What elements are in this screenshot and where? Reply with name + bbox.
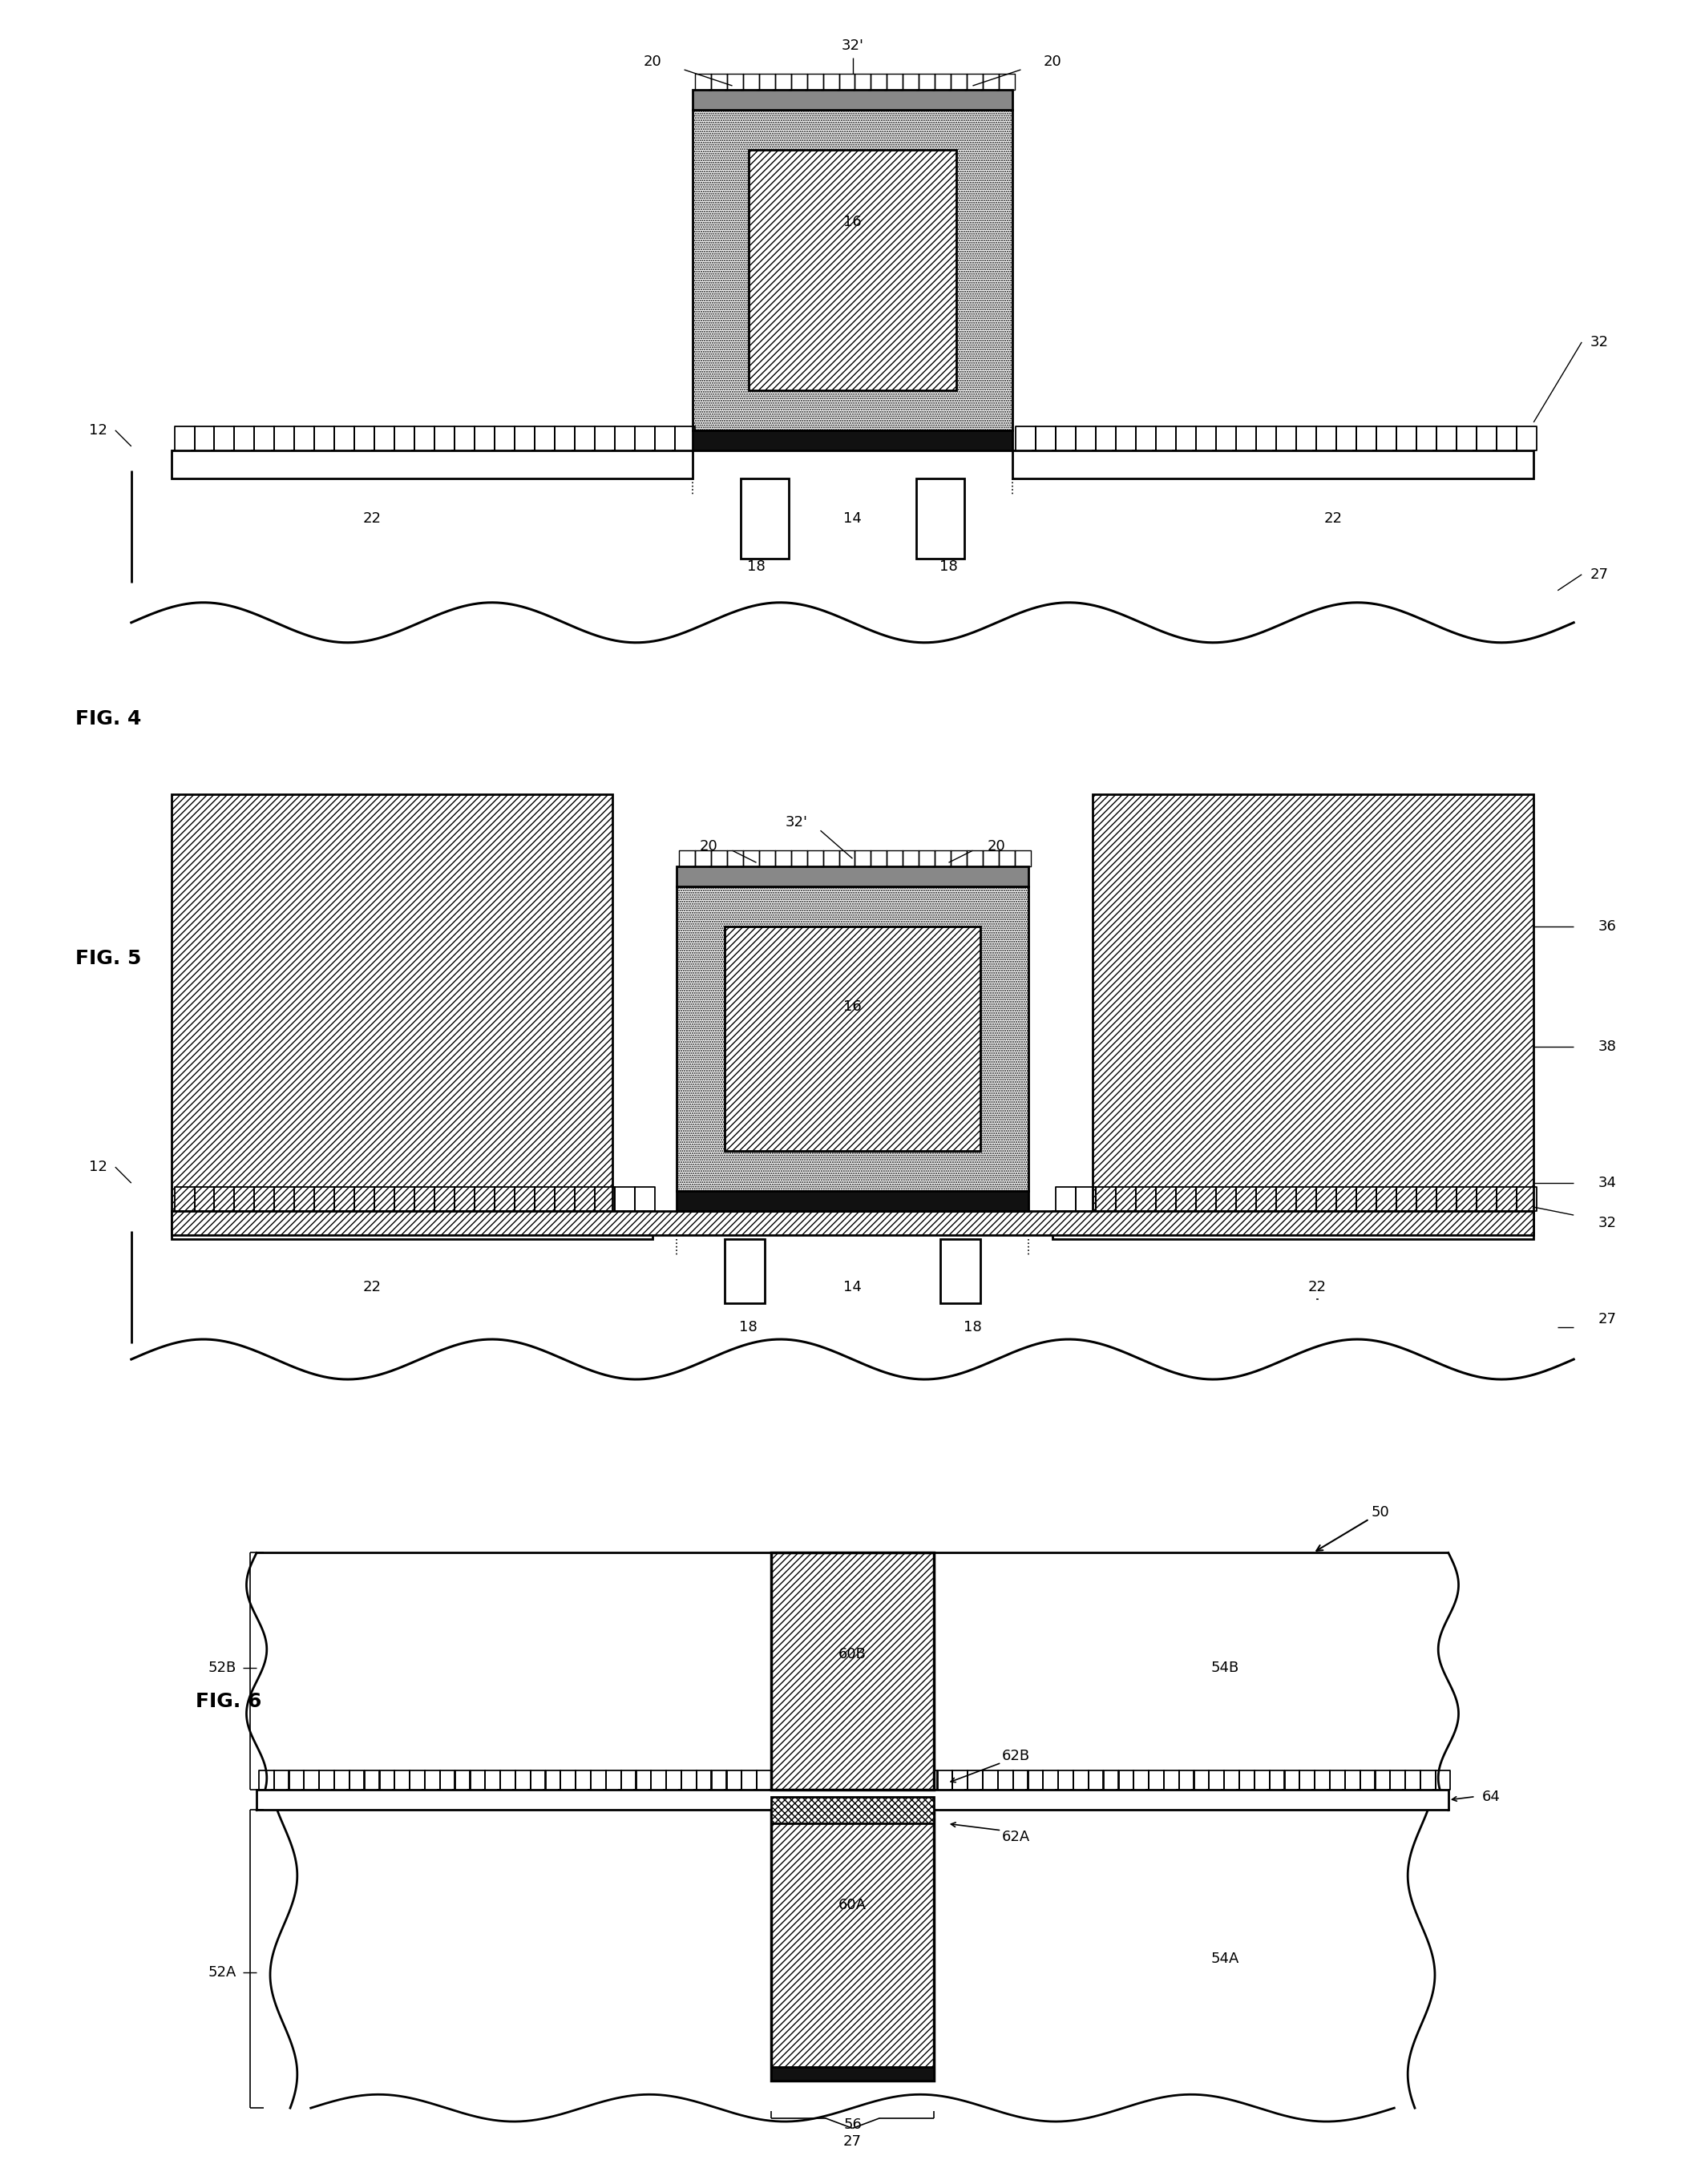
Text: 12: 12 (89, 1160, 107, 1175)
Text: 20: 20 (699, 839, 718, 854)
Bar (677, 1190, 1028, 1212)
Text: 52A: 52A (208, 1966, 237, 1981)
Text: FIG. 6: FIG. 6 (196, 1693, 261, 1712)
Text: 34: 34 (1598, 1175, 1616, 1190)
Text: 32: 32 (1598, 1216, 1616, 1230)
Bar (941, 1238, 980, 1304)
Text: 38: 38 (1598, 1040, 1616, 1055)
Bar (1052, 1212, 1534, 1238)
Text: 12: 12 (89, 424, 107, 437)
Text: 22: 22 (1325, 511, 1342, 526)
Bar (692, 109, 1013, 430)
Text: 27: 27 (1598, 1313, 1616, 1326)
Text: 54B: 54B (1211, 1660, 1240, 1675)
Bar (677, 867, 1028, 887)
Text: 60A: 60A (839, 1898, 866, 1913)
Bar (692, 90, 1013, 109)
Bar (725, 926, 980, 1151)
Text: 14: 14 (844, 1280, 861, 1295)
Text: 27: 27 (844, 2134, 861, 2149)
Text: 32': 32' (841, 39, 864, 52)
Bar (725, 1238, 764, 1304)
Bar (677, 887, 1028, 1190)
Bar (771, 1553, 934, 1791)
Text: 16: 16 (844, 1000, 861, 1013)
Text: 20: 20 (643, 55, 662, 70)
Text: 62A: 62A (1001, 1830, 1030, 1845)
Bar (170, 1212, 651, 1238)
Text: 18: 18 (939, 559, 958, 574)
Text: 32: 32 (1589, 334, 1608, 349)
Text: 27: 27 (1589, 568, 1608, 581)
Text: 22: 22 (363, 511, 380, 526)
Text: 16: 16 (844, 214, 861, 229)
Bar (771, 1811, 934, 2081)
Text: 62B: 62B (1001, 1749, 1030, 1762)
Text: 20: 20 (1043, 55, 1062, 70)
Text: FIG. 4: FIG. 4 (75, 710, 142, 727)
Bar (771, 1553, 934, 1791)
Bar (170, 795, 612, 1212)
Bar (771, 2068, 934, 2081)
Bar (170, 1212, 1534, 1236)
Text: 32': 32' (786, 815, 808, 830)
Text: 14: 14 (844, 511, 861, 526)
Text: 18: 18 (740, 1319, 757, 1334)
Text: 56: 56 (844, 2118, 861, 2132)
Bar (257, 1791, 1448, 1811)
Bar (771, 1797, 934, 1824)
Text: 60B: 60B (839, 1647, 866, 1662)
Bar (692, 430, 1013, 450)
Text: FIG. 5: FIG. 5 (75, 950, 142, 968)
Text: 50: 50 (1316, 1505, 1390, 1551)
Text: 22: 22 (363, 1280, 380, 1295)
Bar (748, 151, 957, 391)
Text: 20: 20 (987, 839, 1006, 854)
Bar (917, 478, 965, 559)
Bar (740, 478, 788, 559)
Text: 18: 18 (747, 559, 766, 574)
Text: 22: 22 (1308, 1280, 1326, 1295)
Text: 52B: 52B (208, 1660, 237, 1675)
Text: 64: 64 (1482, 1789, 1500, 1804)
Text: 36: 36 (1598, 919, 1616, 935)
Bar (771, 1811, 934, 2081)
Bar (170, 450, 692, 478)
Bar (1093, 795, 1534, 1212)
Text: 18: 18 (963, 1319, 982, 1334)
Bar (1013, 450, 1534, 478)
Text: 54A: 54A (1211, 1952, 1240, 1966)
